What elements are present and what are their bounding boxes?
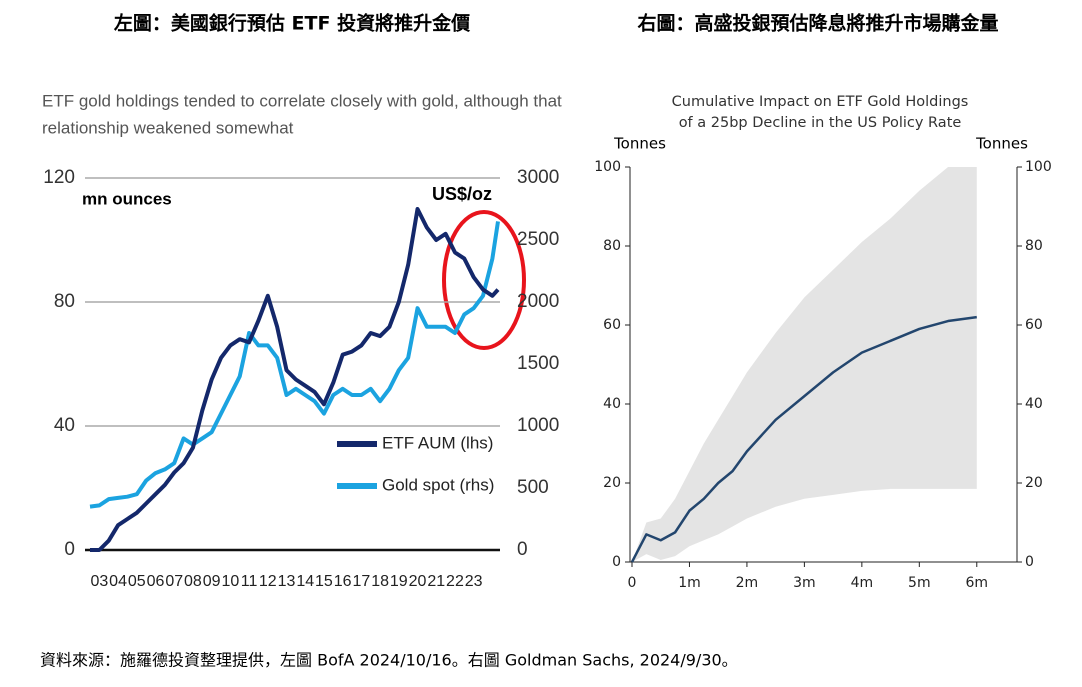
x-tick-label: 03 (90, 573, 108, 590)
legend-label: ETF AUM (lhs) (382, 433, 493, 452)
uncertainty-band (632, 167, 977, 562)
chart-title: Cumulative Impact on ETF Gold Holdings (672, 94, 969, 110)
y-tick-label: 40 (54, 415, 75, 436)
x-tick-label: 20 (409, 573, 427, 590)
y-tick-label: 40 (1025, 396, 1043, 412)
data-line (630, 315, 977, 563)
y-tick-label: 2000 (517, 291, 559, 312)
chart-title: relationship weakened somewhat (42, 118, 294, 137)
x-tick-label: 6m (966, 575, 989, 591)
y-tick-label: 20 (1025, 475, 1043, 491)
y2-axis-label: US$/oz (432, 184, 492, 204)
x-tick-label: 22 (446, 573, 464, 590)
y-tick-label: 120 (43, 167, 75, 188)
x-tick-label: 09 (203, 573, 221, 590)
data-line (89, 221, 500, 509)
x-tick-label: 23 (465, 573, 483, 590)
x-tick-label: 14 (296, 573, 314, 590)
y-tick-label: 40 (603, 396, 621, 412)
y-tick-label: 0 (64, 539, 75, 560)
x-tick-label: 17 (352, 573, 370, 590)
y-tick-label: 100 (594, 159, 621, 175)
x-tick-label: 2m (736, 575, 759, 591)
x-tick-label: 21 (427, 573, 445, 590)
x-tick-label: 10 (221, 573, 239, 590)
heading: 左圖：美國銀行預估 ETF 投資將推升金價 (114, 12, 471, 35)
x-tick-label: 3m (793, 575, 816, 591)
heading: 右圖：高盛投銀預估降息將推升市場購金量 (636, 12, 998, 35)
x-tick-label: 06 (147, 573, 165, 590)
chart-title: of a 25bp Decline in the US Policy Rate (679, 115, 962, 131)
x-tick-label: 4m (851, 575, 874, 591)
y-tick-label: 3000 (517, 167, 559, 188)
x-tick-label: 11 (241, 573, 258, 590)
y-tick-label: 0 (517, 539, 528, 560)
x-tick-label: 05 (128, 573, 146, 590)
y-tick-label: 100 (1025, 159, 1052, 175)
data-line (90, 207, 500, 552)
highlight-circle (442, 210, 526, 350)
y-tick-label: 0 (612, 554, 621, 570)
y-tick-label: 60 (603, 317, 621, 333)
x-tick-label: 5m (908, 575, 931, 591)
x-tick-label: 19 (390, 573, 408, 590)
y-tick-label: 80 (603, 238, 621, 254)
x-tick-label: 15 (315, 573, 333, 590)
legend-label: Gold spot (rhs) (382, 475, 494, 494)
x-tick-label: 18 (371, 573, 389, 590)
y-tick-label: 1000 (517, 415, 559, 436)
x-tick-label: 1m (678, 575, 701, 591)
x-tick-label: 04 (109, 573, 127, 590)
x-tick-label: 12 (259, 573, 277, 590)
source-note: 資料來源：施羅德投資整理提供，左圖 BofA 2024/10/16。右圖 Gol… (40, 651, 738, 670)
y-tick-label: 2500 (517, 229, 559, 250)
y-tick-label: 1500 (517, 353, 559, 374)
y-tick-label: 20 (603, 475, 621, 491)
x-tick-label: 07 (165, 573, 183, 590)
x-tick-label: 13 (278, 573, 296, 590)
x-tick-label: 0 (628, 575, 637, 591)
y-tick-label: 60 (1025, 317, 1043, 333)
x-tick-label: 08 (184, 573, 202, 590)
y-tick-label: 80 (54, 291, 75, 312)
y-axis-label: Tonnes (613, 135, 666, 153)
y2-axis-label: Tonnes (975, 135, 1028, 153)
y-tick-label: 500 (517, 477, 549, 498)
x-tick-label: 16 (334, 573, 352, 590)
y-axis-label: mn ounces (82, 189, 172, 208)
y-tick-label: 0 (1025, 554, 1034, 570)
y-tick-label: 80 (1025, 238, 1043, 254)
chart-title: ETF gold holdings tended to correlate cl… (42, 91, 562, 110)
